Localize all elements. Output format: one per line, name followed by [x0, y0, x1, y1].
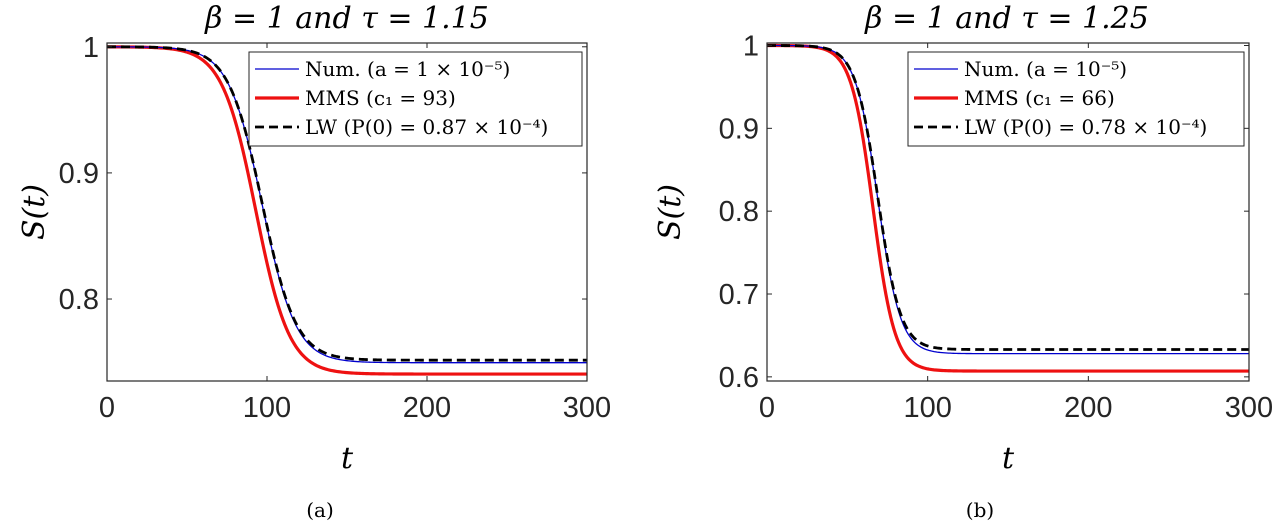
y-tick-label: 0.9 — [59, 158, 99, 190]
legend: Num. (a = 10⁻⁵) MMS (c₁ = 66) LW (P(0) = 0… — [907, 51, 1245, 147]
chart-panel-b: β = 1 and τ = 1.25 0 100 200 300 0.6 0.7 0.8 0.… — [653, 1, 1273, 522]
series-line — [767, 44, 1249, 351]
y-tick-label: 0.6 — [719, 362, 759, 394]
x-axis-label: t — [341, 441, 354, 476]
tick-labels: 0 100 200 300 0.8 0.9 1 — [59, 32, 612, 424]
x-tick-label: 300 — [563, 392, 611, 424]
tick-labels: 0 100 200 300 0.6 0.7 0.8 0.9 1 — [719, 30, 1274, 424]
y-tick-label: 1 — [743, 30, 759, 62]
x-tick-label: 200 — [1064, 392, 1112, 424]
x-axis-label: t — [1002, 441, 1015, 476]
plot-lines — [106, 45, 587, 376]
chart-title: β = 1 and τ = 1.15 — [204, 1, 489, 36]
axes-box — [106, 42, 588, 382]
legend-entry: LW (P(0) = 0.78 × 10⁻⁴) — [964, 115, 1207, 139]
y-tick-label: 0.7 — [719, 279, 759, 311]
legend-entry: LW (P(0) = 0.87 × 10⁻⁴) — [305, 115, 548, 139]
y-tick-label: 0.8 — [719, 196, 759, 228]
x-tick-label: 300 — [1225, 392, 1273, 424]
panel-caption: (b) — [966, 498, 994, 522]
series-line — [767, 43, 1249, 373]
legend: Num. (a = 1 × 10⁻⁵) MMS (c₁ = 93) LW (P(0)… — [248, 51, 583, 147]
x-tick-label: 0 — [759, 392, 775, 424]
series-line — [106, 46, 587, 364]
series-line — [106, 45, 587, 362]
chart-panel-a: β = 1 and τ = 1.15 0 100 200 300 0.8 0.9 1 t S… — [17, 1, 611, 522]
chart-title: β = 1 and τ = 1.25 — [864, 1, 1149, 36]
legend-box — [907, 51, 1245, 147]
y-tick-label: 0.8 — [59, 284, 99, 316]
legend-entry: Num. (a = 10⁻⁵) — [964, 57, 1127, 81]
x-tick-label: 100 — [243, 392, 291, 424]
legend-entry: MMS (c₁ = 93) — [305, 86, 456, 110]
axes-box — [766, 42, 1250, 382]
legend-entry: MMS (c₁ = 66) — [964, 86, 1115, 110]
x-tick-label: 100 — [903, 392, 951, 424]
y-axis-label: S(t) — [653, 184, 688, 240]
x-tick-label: 200 — [403, 392, 451, 424]
x-tick-label: 0 — [99, 392, 115, 424]
panel-caption: (a) — [306, 498, 334, 522]
legend-box — [248, 51, 583, 147]
y-tick-label: 1 — [83, 32, 99, 64]
series-line — [107, 45, 587, 376]
plot-lines — [767, 43, 1249, 373]
y-axis-label: S(t) — [17, 184, 52, 240]
legend-entry: Num. (a = 1 × 10⁻⁵) — [305, 57, 510, 81]
y-tick-label: 0.9 — [719, 113, 759, 145]
